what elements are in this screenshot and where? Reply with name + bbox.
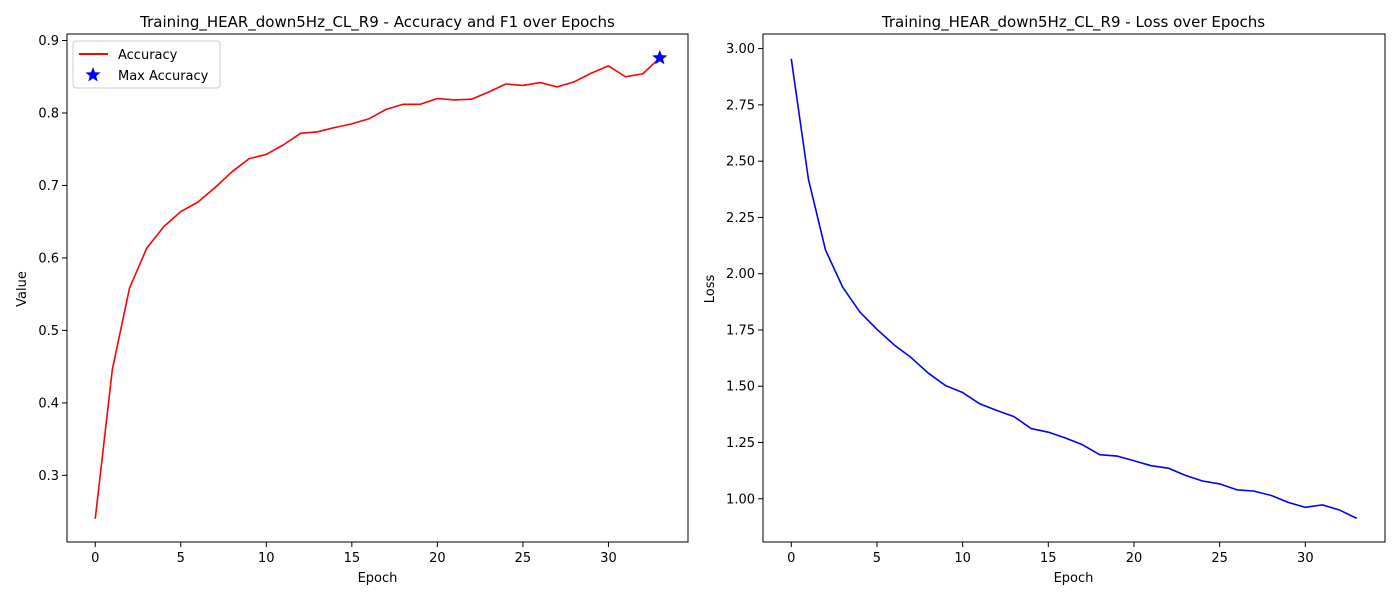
loss-y-tick-label: 2.50 <box>726 155 755 170</box>
accuracy-x-tick-label: 5 <box>177 551 185 566</box>
loss-y-tick-label: 1.25 <box>726 436 755 451</box>
loss-x-tick-label: 15 <box>1040 551 1057 566</box>
accuracy-series-layer <box>94 49 668 519</box>
accuracy-y-axis-label: Value <box>15 271 30 307</box>
loss-axis-ticks: 0 5 10 15 20 25 30 1.00 1.25 1.50 1.75 2.00 2.25 2.50… <box>726 42 1314 566</box>
loss-series-layer <box>790 58 1358 520</box>
max-accuracy-star-marker <box>652 49 668 65</box>
legend-frame <box>72 40 221 89</box>
accuracy-y-tick-label: 0.5 <box>38 324 59 339</box>
loss-y-tick-label: 3.00 <box>726 42 755 57</box>
accuracy-chart-title: Training_HEAR_down5Hz_CL_R9 - Accuracy a… <box>139 13 615 32</box>
loss-x-tick-label: 20 <box>1126 551 1143 566</box>
loss-x-tick-label: 10 <box>954 551 971 566</box>
legend-max-accuracy-label: Max Accuracy <box>118 69 209 84</box>
accuracy-y-tick-label: 0.6 <box>38 251 59 266</box>
loss-y-tick-label: 2.00 <box>726 267 755 282</box>
loss-x-tick-label: 25 <box>1211 551 1228 566</box>
accuracy-series-line <box>94 57 661 519</box>
loss-y-axis-label: Loss <box>703 275 718 304</box>
accuracy-axis-ticks: 0 5 10 15 20 25 30 0.3 0.4 0.5 0.6 0.7 0.8 0.9 <box>38 34 616 566</box>
accuracy-x-axis-label: Epoch <box>358 571 398 586</box>
loss-y-tick-label: 1.75 <box>726 323 755 338</box>
accuracy-y-tick-label: 0.7 <box>38 179 59 194</box>
loss-plot-frame <box>762 33 1386 543</box>
accuracy-x-tick-label: 10 <box>258 551 275 566</box>
loss-y-tick-label: 1.50 <box>726 380 755 395</box>
loss-y-tick-label: 2.25 <box>726 211 755 226</box>
accuracy-legend: Accuracy Max Accuracy <box>72 40 221 89</box>
accuracy-chart: Training_HEAR_down5Hz_CL_R9 - Accuracy a… <box>15 13 689 586</box>
accuracy-y-tick-label: 0.9 <box>38 34 59 49</box>
accuracy-x-tick-label: 30 <box>600 551 617 566</box>
loss-y-tick-label: 1.00 <box>726 492 755 507</box>
accuracy-x-tick-label: 0 <box>91 551 99 566</box>
accuracy-y-tick-label: 0.8 <box>38 106 59 121</box>
loss-chart-title: Training_HEAR_down5Hz_CL_R9 - Loss over … <box>881 13 1265 32</box>
loss-x-tick-label: 5 <box>873 551 881 566</box>
loss-x-axis-label: Epoch <box>1054 571 1094 586</box>
loss-series-line <box>790 58 1358 520</box>
accuracy-y-tick-label: 0.3 <box>38 469 59 484</box>
accuracy-y-tick-label: 0.4 <box>38 396 59 411</box>
accuracy-x-tick-label: 20 <box>429 551 446 566</box>
accuracy-x-tick-label: 25 <box>515 551 532 566</box>
legend-max-accuracy-star-icon <box>85 67 101 82</box>
accuracy-plot-frame <box>66 33 689 543</box>
loss-y-tick-label: 2.75 <box>726 98 755 113</box>
loss-x-tick-label: 30 <box>1297 551 1314 566</box>
loss-x-tick-label: 0 <box>787 551 795 566</box>
loss-chart: Training_HEAR_down5Hz_CL_R9 - Loss over … <box>703 13 1386 586</box>
legend-accuracy-label: Accuracy <box>118 48 178 63</box>
accuracy-x-tick-label: 15 <box>344 551 361 566</box>
